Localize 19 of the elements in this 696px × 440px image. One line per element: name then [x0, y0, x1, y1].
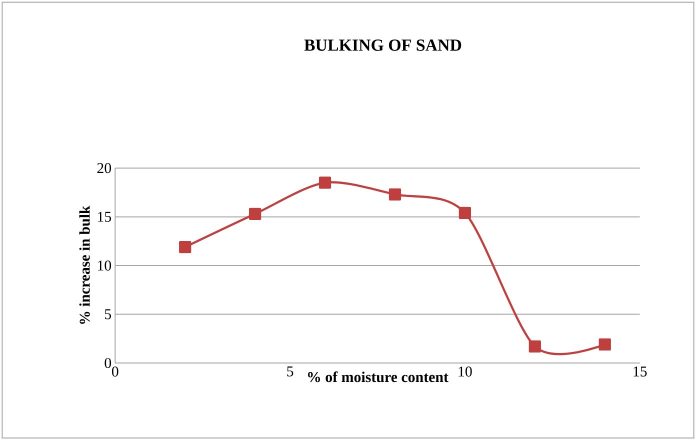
y-tick-label: 10 — [98, 260, 112, 271]
y-tick-label: 20 — [97, 162, 112, 174]
x-tick-label: 0 — [112, 366, 118, 377]
y-tick-label: 15 — [98, 212, 112, 222]
point — [458, 206, 472, 219]
x-tick-label: 15 — [634, 366, 647, 376]
x-tick-label: 10 — [458, 366, 472, 377]
point — [318, 176, 332, 189]
point — [598, 338, 611, 350]
point — [248, 208, 262, 220]
x-axis-title: % of moisture content — [308, 371, 448, 382]
chart-title: BULKING OF SAND — [304, 39, 462, 51]
point — [528, 340, 541, 352]
y-tick-label: 5 — [105, 309, 112, 320]
y-tick-label: 0 — [104, 358, 112, 368]
y-axis-title: % increase in bulk — [79, 206, 90, 324]
x-tick-label: 5 — [287, 366, 294, 376]
point — [179, 240, 192, 254]
point — [388, 188, 402, 200]
